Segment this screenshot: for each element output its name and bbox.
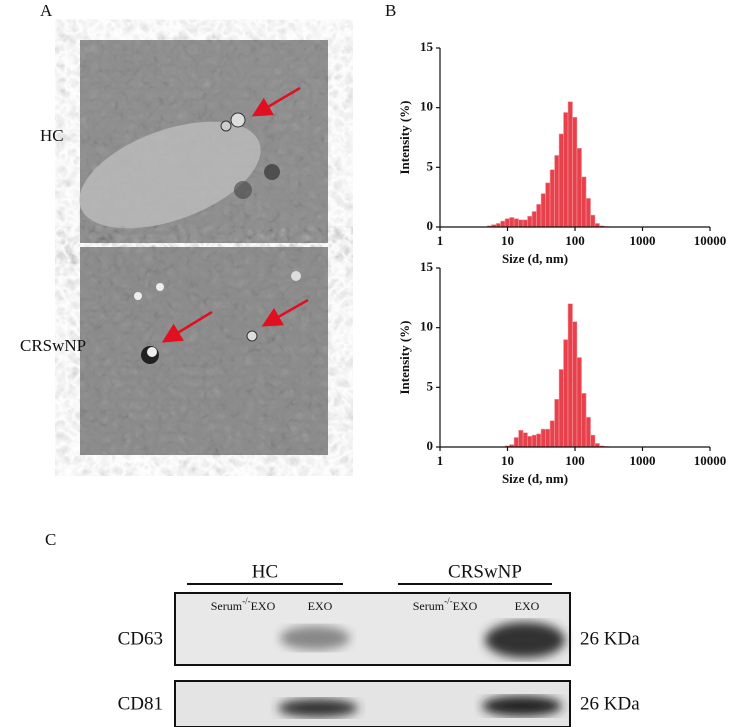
lane-label: Serum-/-EXO — [211, 596, 276, 613]
bar — [518, 430, 524, 448]
bar — [572, 321, 578, 448]
y-axis-label: Intensity (%) — [397, 320, 412, 394]
image-label: CRSwNP — [20, 336, 86, 355]
lane-label-part: -/- — [444, 596, 453, 606]
bar — [504, 218, 510, 228]
y-axis-label: Intensity (%) — [397, 100, 412, 174]
bar — [513, 437, 519, 448]
y-tick-label: 0 — [427, 438, 434, 453]
tem-images — [79, 40, 328, 455]
bar — [558, 369, 564, 448]
bar — [522, 219, 528, 228]
y-tick-label: 5 — [427, 378, 434, 393]
lane-label: Serum-/-EXO — [413, 596, 478, 613]
x-tick-label: 10 — [501, 233, 514, 248]
bar — [549, 169, 555, 228]
x-tick-label: 1000 — [630, 453, 656, 468]
bar — [509, 217, 515, 228]
group-label: HC — [252, 561, 278, 582]
x-tick-label: 1 — [437, 233, 444, 248]
y-tick-label: 5 — [427, 158, 434, 173]
size-label: 26 KDa — [580, 628, 640, 649]
bar — [531, 434, 537, 448]
group-label: CRSwNP — [448, 561, 522, 582]
x-tick-label: 1 — [437, 453, 444, 468]
bar — [590, 434, 596, 448]
y-tick-label: 15 — [420, 39, 434, 54]
x-axis-label: Size (d, nm) — [502, 251, 568, 266]
lane-label: EXO — [308, 599, 333, 613]
bar — [567, 303, 573, 448]
bar — [563, 339, 569, 448]
lane-label-part: Serum — [211, 599, 243, 613]
x-tick-label: 1000 — [630, 233, 656, 248]
bar — [522, 432, 528, 448]
bar — [576, 357, 582, 448]
row-label: CD81 — [118, 693, 163, 714]
bar — [545, 428, 551, 448]
bar — [527, 216, 533, 228]
size-label: 26 KDa — [580, 693, 640, 714]
bar — [567, 101, 573, 228]
lane-label-part: EXO — [453, 599, 478, 613]
bar — [531, 211, 537, 228]
panel-label: B — [385, 1, 396, 20]
lane-label-part: Serum — [413, 599, 445, 613]
bar — [540, 193, 546, 228]
bar — [585, 198, 591, 228]
row-label: CD63 — [118, 628, 163, 649]
bar — [500, 220, 506, 228]
bar — [549, 420, 555, 448]
bar — [581, 393, 587, 448]
bar — [554, 399, 560, 448]
bar — [518, 219, 524, 228]
lane-label: EXO — [515, 599, 540, 613]
image-label: HC — [40, 126, 64, 145]
lane-label-part: EXO — [251, 599, 276, 613]
bar — [545, 182, 551, 228]
lane-label-part: -/- — [242, 596, 251, 606]
bar — [590, 214, 596, 228]
bar — [540, 428, 546, 448]
bar — [576, 147, 582, 228]
bar — [536, 433, 542, 448]
y-tick-label: 15 — [420, 259, 434, 274]
bar — [585, 416, 591, 448]
x-tick-label: 10000 — [694, 233, 727, 248]
panel-label: C — [45, 530, 56, 549]
bar — [558, 133, 564, 228]
bar — [536, 204, 542, 228]
x-tick-label: 10000 — [694, 453, 727, 468]
bar — [527, 436, 533, 448]
y-tick-label: 0 — [427, 218, 434, 233]
bar — [513, 218, 519, 228]
x-tick-label: 100 — [565, 233, 585, 248]
y-tick-label: 10 — [420, 319, 433, 334]
y-tick-label: 10 — [420, 99, 433, 114]
bar — [554, 155, 560, 228]
x-tick-label: 10 — [501, 453, 514, 468]
x-axis-label: Size (d, nm) — [502, 471, 568, 486]
bar — [563, 112, 569, 228]
bar — [572, 116, 578, 228]
x-tick-label: 100 — [565, 453, 585, 468]
bar — [581, 176, 587, 228]
panel-label: A — [40, 1, 53, 20]
